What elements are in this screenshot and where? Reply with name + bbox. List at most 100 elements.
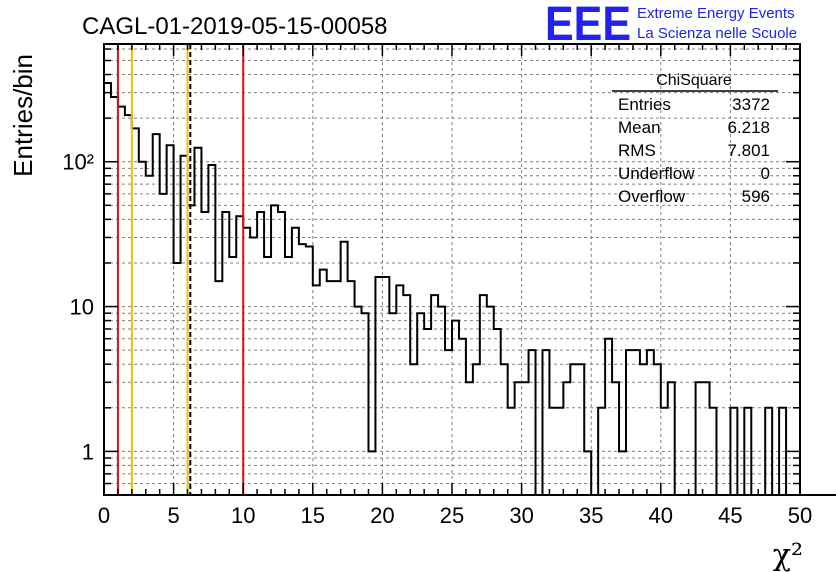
y-tick-label: 1 <box>82 439 94 464</box>
histogram-bin <box>194 148 201 495</box>
stats-row-value: 7.801 <box>727 141 770 160</box>
histogram-bin <box>744 408 751 495</box>
histogram-bin <box>480 295 487 495</box>
histogram-bin <box>243 228 250 495</box>
histogram-bin <box>362 313 369 495</box>
stats-row-value: 3372 <box>732 95 770 114</box>
histogram-bin <box>104 83 111 495</box>
stats-row-label: Entries <box>618 95 671 114</box>
histogram-bin <box>111 97 118 495</box>
histogram-bin <box>375 277 382 495</box>
histogram-bin <box>605 339 612 495</box>
tick-labels: 0 5 10 15 20 25 30 35 40 45 50 1 10 10² <box>62 150 812 528</box>
stats-rows: Entries 3372 Mean 6.218 RMS 7.801 Underflow 0 Ov… <box>618 95 770 206</box>
histogram-bin <box>174 263 181 495</box>
logo-line-1: Extreme Energy Events <box>637 5 795 22</box>
histogram-bin <box>320 270 327 495</box>
histogram-bin <box>487 307 494 495</box>
histogram-bin <box>570 364 577 495</box>
histogram-bin <box>542 350 549 495</box>
x-tick-label: 5 <box>167 503 179 528</box>
histogram-bin <box>355 307 362 495</box>
histogram-bin <box>327 281 334 495</box>
x-tick-label: 0 <box>98 503 110 528</box>
histogram-bin <box>146 176 153 495</box>
axis-ticks <box>103 44 801 495</box>
histogram-bin <box>396 285 403 495</box>
x-tick-label: 20 <box>370 503 394 528</box>
histogram-bin <box>661 408 668 495</box>
eee-logo: EEE <box>545 0 631 51</box>
histogram-bin <box>382 277 389 495</box>
y-tick-label: 10 <box>70 295 94 320</box>
histogram-bin <box>222 212 229 495</box>
histogram-bin <box>208 165 215 495</box>
histogram-bin <box>452 321 459 495</box>
x-tick-label: 50 <box>788 503 812 528</box>
logo-line-2: La Scienza nelle Scuole <box>637 25 797 42</box>
histogram-bin <box>654 364 661 495</box>
histogram-bin <box>271 205 278 495</box>
stats-row-label: Mean <box>618 118 661 137</box>
x-axis-label: χ² <box>773 538 803 572</box>
x-tick-label: 10 <box>231 503 255 528</box>
histogram-bin <box>459 339 466 495</box>
histogram-bin <box>779 408 786 495</box>
histogram-bin <box>306 246 313 495</box>
histogram-bin <box>160 194 167 495</box>
histogram-outline <box>104 81 836 496</box>
histogram-bin <box>640 364 647 495</box>
stats-row-label: RMS <box>618 141 656 160</box>
histogram-bin <box>334 281 341 495</box>
histogram-bin <box>417 313 424 495</box>
histogram-bin <box>348 281 355 495</box>
histogram-bin <box>431 295 438 495</box>
histogram-bin <box>410 364 417 495</box>
x-tick-label: 30 <box>509 503 533 528</box>
x-tick-label: 45 <box>718 503 742 528</box>
histogram-bin <box>153 134 160 495</box>
histogram-bin <box>584 451 591 495</box>
histogram-bin <box>201 212 208 495</box>
stats-row-value: 0 <box>761 164 770 183</box>
histogram-bin <box>292 228 299 495</box>
histogram-bin <box>494 329 501 495</box>
stats-box: ChiSquare Entries 3372 Mean 6.218 RMS 7.801 Un… <box>612 72 778 206</box>
histogram-bin <box>445 350 452 495</box>
histogram-bin <box>368 451 375 495</box>
histogram-bin <box>696 382 703 495</box>
histogram-bin <box>563 382 570 495</box>
histogram-bin <box>556 408 563 495</box>
histogram-bin <box>215 281 222 495</box>
histogram-bin <box>438 307 445 495</box>
histogram-bin <box>250 237 257 495</box>
histogram-bin <box>515 382 522 495</box>
stats-row-value: 6.218 <box>727 118 770 137</box>
histogram-bin <box>299 244 306 495</box>
y-axis-label: Entries/bin <box>8 54 38 177</box>
histogram-bin <box>626 350 633 495</box>
histogram-bin <box>264 257 271 495</box>
histogram-bin <box>285 257 292 495</box>
histogram-bin <box>132 128 139 495</box>
histogram-bin <box>710 408 717 495</box>
x-tick-label: 15 <box>301 503 325 528</box>
histogram-bin <box>466 382 473 495</box>
histogram-bin <box>549 408 556 495</box>
reference-lines <box>116 44 245 495</box>
stats-row-value: 596 <box>742 187 770 206</box>
stats-row-label: Overflow <box>618 187 686 206</box>
histogram-bin <box>236 216 243 495</box>
histogram-bin <box>633 350 640 495</box>
histogram-bin <box>730 408 737 495</box>
x-tick-label: 40 <box>649 503 673 528</box>
histogram-bin <box>647 350 654 495</box>
histogram-bin <box>522 382 529 495</box>
histogram-bin <box>229 257 236 495</box>
histogram-bin <box>118 107 125 495</box>
histogram-bin <box>668 382 675 495</box>
histogram-bin <box>473 364 480 495</box>
histogram-bin <box>125 115 132 495</box>
histogram-bin <box>619 451 626 495</box>
